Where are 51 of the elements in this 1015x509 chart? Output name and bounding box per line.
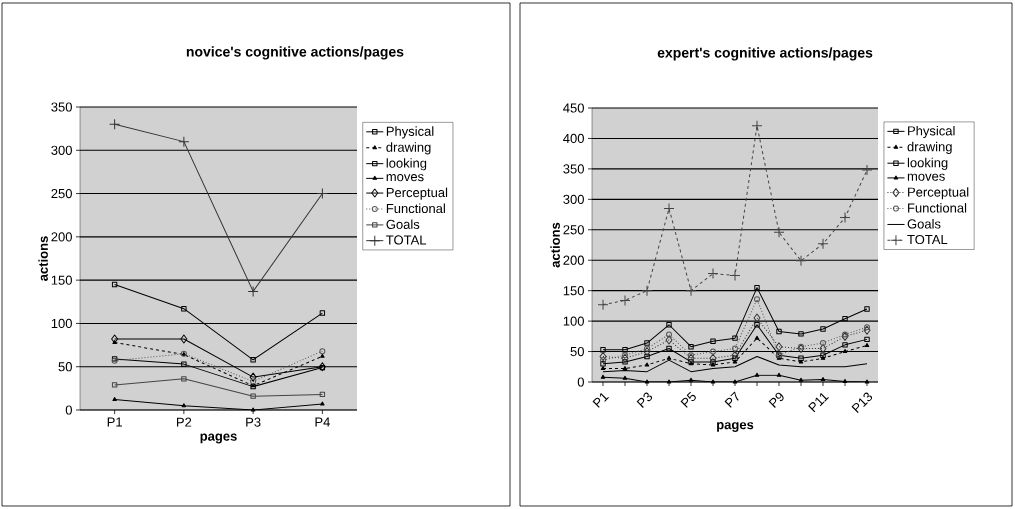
legend-label: drawing — [386, 142, 431, 155]
x-tick-label: P1 — [592, 392, 609, 408]
x-tick-label: P4 — [315, 417, 330, 427]
legend-label: looking — [907, 157, 948, 170]
x-axis-title: pages — [200, 433, 237, 444]
y-tick-label: 250 — [51, 188, 72, 199]
legend-label: Physical — [908, 125, 955, 139]
y-tick-label: 400 — [563, 133, 584, 144]
x-tick-label: P3 — [636, 392, 653, 408]
chart-title: novice's cognitive actions/pages — [186, 46, 404, 60]
x-tick-label: P3 — [246, 417, 261, 427]
y-tick-label: 50 — [58, 362, 72, 372]
chart-title: expert's cognitive actions/pages — [657, 47, 873, 61]
y-tick-label: 350 — [51, 102, 72, 112]
y-tick-label: 50 — [570, 346, 584, 357]
x-tick-label: P1 — [107, 417, 122, 427]
legend-label: Perceptual — [908, 187, 969, 200]
legend-label: TOTAL — [907, 234, 948, 245]
legend-label: Goals — [386, 219, 420, 229]
y-tick-label: 200 — [51, 232, 72, 242]
x-tick-label: P7 — [724, 391, 739, 408]
legend-label: Goals — [907, 218, 941, 229]
legend-label: TOTAL — [386, 235, 427, 245]
y-tick-label: 100 — [563, 316, 584, 326]
y-tick-label: 200 — [563, 255, 584, 265]
y-tick-label: 0 — [577, 377, 584, 387]
y-tick-label: 300 — [51, 145, 72, 155]
x-tick-label: P11 — [808, 392, 829, 413]
legend-label: Functional — [908, 203, 967, 213]
x-tick-label: P9 — [768, 392, 784, 408]
legend-label: Perceptual — [386, 187, 448, 200]
x-axis-title: pages — [717, 422, 754, 432]
y-axis-title: actions — [38, 236, 48, 281]
legend-label: Physical — [386, 126, 434, 139]
y-tick-label: 450 — [563, 103, 584, 113]
y-tick-label: 100 — [51, 318, 72, 329]
legend-label: moves — [386, 174, 424, 182]
y-tick-label: 300 — [563, 194, 584, 204]
y-tick-label: 0 — [65, 405, 72, 415]
y-tick-label: 150 — [563, 286, 584, 296]
y-tick-label: 150 — [51, 275, 72, 285]
legend-label: drawing — [907, 141, 952, 154]
x-tick-label: P5 — [680, 391, 696, 408]
x-tick-label: P13 — [851, 392, 873, 414]
legend-label: looking — [386, 158, 427, 171]
y-tick-label: 250 — [563, 225, 584, 235]
x-tick-label: P2 — [176, 417, 192, 427]
legend-label: Functional — [386, 203, 445, 214]
y-tick-label: 350 — [563, 164, 584, 174]
legend-label: moves — [907, 173, 945, 181]
y-axis-title: actions — [550, 222, 560, 268]
